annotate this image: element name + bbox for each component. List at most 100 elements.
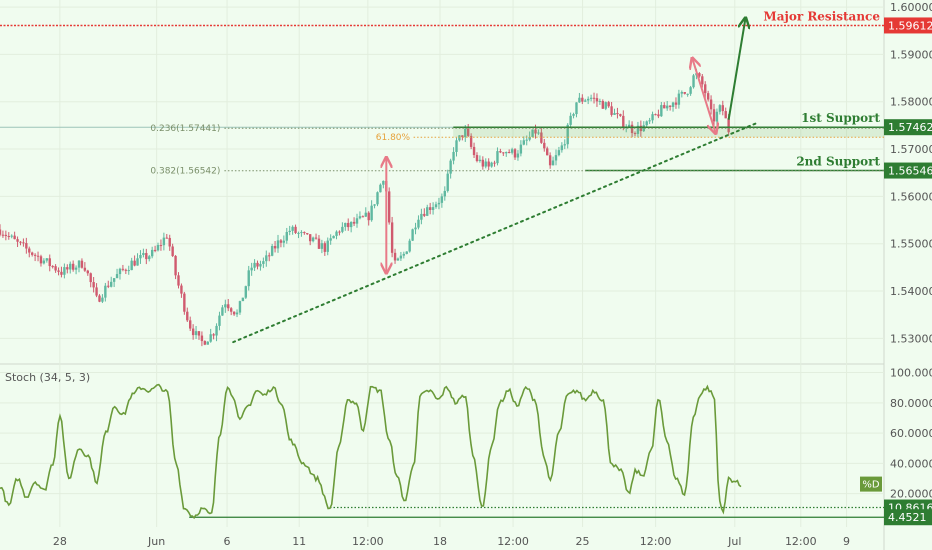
candle-body	[408, 240, 411, 252]
candle-body	[112, 278, 116, 282]
candle-body	[531, 129, 534, 137]
candle-body	[317, 238, 321, 249]
candle-body	[513, 149, 517, 158]
candle-body	[546, 148, 549, 156]
trendline	[232, 122, 758, 344]
candle-body	[265, 255, 268, 262]
candle-body	[522, 140, 526, 145]
candle-body	[104, 285, 107, 298]
candle-body	[663, 105, 666, 109]
candle-body	[686, 93, 689, 95]
candle-body	[537, 132, 540, 134]
x-tick-label: 12:00	[785, 535, 817, 548]
candle-body	[592, 97, 596, 99]
candle-body	[393, 252, 397, 261]
candle-body	[505, 152, 508, 154]
candle-body	[165, 237, 168, 239]
candle-body	[373, 204, 376, 206]
candle-body	[171, 246, 174, 256]
candle-body	[455, 140, 458, 152]
candle-body	[98, 295, 101, 302]
candle-body	[355, 218, 359, 224]
candle-body	[727, 118, 730, 133]
candle-body	[83, 267, 87, 271]
candle-body	[677, 93, 681, 105]
candle-body	[668, 105, 672, 107]
candle-body	[209, 334, 212, 342]
candle-body	[25, 243, 28, 249]
candle-body	[525, 139, 528, 141]
candle-body	[724, 111, 727, 119]
candle-body	[276, 240, 280, 249]
candle-body	[297, 232, 300, 234]
candle-body	[262, 261, 265, 264]
candle-body	[701, 76, 704, 85]
candle-body	[180, 285, 183, 294]
candle-body	[39, 256, 43, 264]
candle-body	[420, 213, 423, 220]
candle-body	[572, 114, 575, 116]
x-tick-label: 6	[224, 535, 231, 548]
candle-body	[589, 97, 593, 99]
candle-body	[4, 234, 8, 237]
stoch-tick-label: 100.0000	[890, 367, 932, 380]
candle-body	[124, 269, 128, 271]
candle-body	[168, 237, 171, 247]
candle-body	[218, 315, 221, 326]
candle-body	[490, 162, 493, 167]
candle-body	[63, 267, 66, 275]
candle-body	[101, 297, 104, 302]
candle-body	[548, 155, 552, 166]
candle-body	[323, 243, 327, 252]
candle-body	[502, 152, 505, 154]
candle-body	[282, 240, 286, 243]
candle-body	[399, 255, 403, 259]
stoch-tick-label: 40.0000	[890, 457, 932, 470]
candle-body	[270, 246, 274, 256]
candle-body	[42, 260, 46, 264]
candle-body	[358, 216, 362, 219]
x-tick-label: 12:00	[497, 535, 529, 548]
candle-body	[250, 267, 253, 271]
level-badge-text: 1.57462	[888, 121, 932, 134]
stoch-tick-label: 60.0000	[890, 427, 932, 440]
candle-body	[247, 270, 250, 287]
candle-body	[145, 252, 148, 260]
candle-body	[127, 270, 130, 272]
candle-body	[519, 144, 523, 154]
level-label: 1st Support	[801, 111, 880, 125]
x-tick-label: 12:00	[352, 535, 384, 548]
price-tick-label: 1.58000	[890, 96, 932, 109]
candle-body	[194, 331, 198, 336]
candle-body	[227, 304, 230, 309]
candle-body	[364, 212, 367, 217]
candle-body	[376, 192, 379, 205]
candle-body	[478, 159, 482, 162]
candle-body	[71, 263, 75, 270]
candle-body	[279, 240, 283, 243]
candle-body	[633, 133, 637, 135]
x-tick-label: Jul	[727, 535, 741, 548]
candle-body	[206, 341, 209, 345]
level-badge	[884, 119, 932, 136]
candle-body	[288, 230, 291, 232]
candle-body	[57, 270, 60, 272]
stoch-level-text: 4.4521	[888, 511, 927, 524]
candle-body	[338, 231, 341, 233]
candle-body	[30, 252, 34, 255]
candle-body	[390, 222, 394, 253]
candle-body	[142, 252, 145, 255]
candle-body	[189, 320, 192, 329]
candle-body	[256, 262, 259, 267]
candle-body	[493, 162, 496, 164]
candle-body	[510, 149, 514, 153]
candle-body	[554, 155, 558, 161]
candle-body	[300, 232, 303, 234]
x-tick-label: 11	[292, 535, 306, 548]
x-tick-label: 25	[576, 535, 590, 548]
candle-body	[221, 307, 224, 316]
candle-body	[174, 255, 177, 276]
candle-body	[109, 281, 113, 287]
price-tick-label: 1.56000	[890, 190, 932, 203]
